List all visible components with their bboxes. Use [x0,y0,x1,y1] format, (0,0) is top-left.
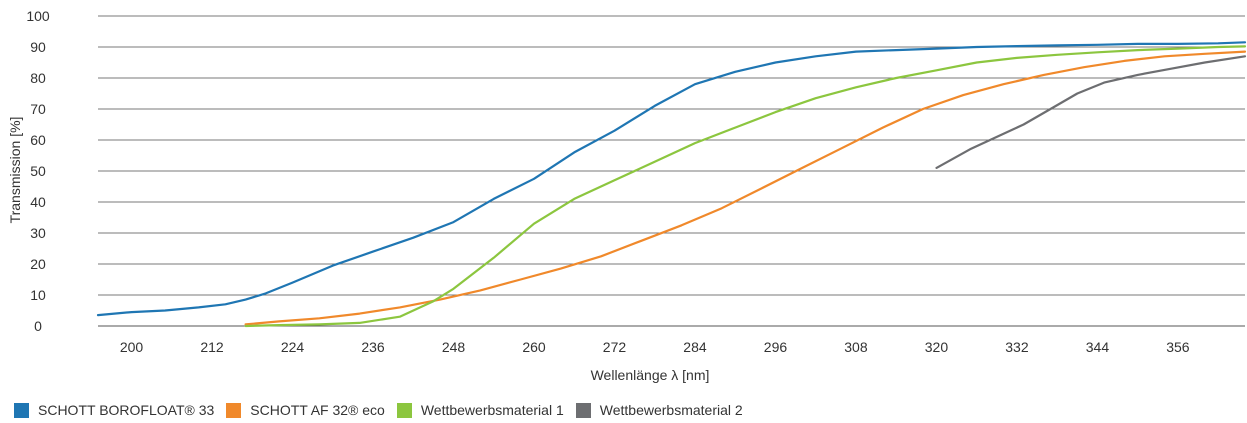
y-tick-label: 70 [30,101,46,117]
legend-swatch [396,402,412,418]
x-tick-label: 212 [200,339,224,355]
series-lines [96,41,1247,328]
x-tick-label: 320 [925,339,949,355]
x-tick-label: 332 [1005,339,1029,355]
legend-item-borofloat: SCHOTT BOROFLOAT® 33 [14,402,214,418]
series-line-2 [244,50,1247,326]
legend-label: Wettbewerbsmaterial 2 [599,402,743,418]
legend-item-af32: SCHOTT AF 32® eco [226,402,385,418]
legend-swatch [14,402,29,418]
series-line-1 [96,41,1247,317]
x-tick-label: 296 [764,339,788,355]
x-tick-label: 224 [281,339,305,355]
y-tick-label: 60 [30,132,46,148]
legend-swatch [226,402,242,418]
x-tick-label: 272 [603,339,627,355]
y-tick-label: 50 [30,163,46,179]
x-tick-label: 248 [442,339,466,355]
legend: SCHOTT BOROFLOAT® 33 SCHOTT AF 32® eco W… [14,402,755,418]
transmission-chart: 0 10 20 30 40 50 60 70 80 90 100 200 212 224 236 248 26… [7,8,1247,383]
legend-label: SCHOTT BOROFLOAT® 33 [38,402,215,418]
series-line-4 [935,55,1247,169]
legend-label: Wettbewerbsmaterial 1 [420,402,564,418]
x-axis-label: Wellenlänge λ [nm] [591,367,710,383]
legend-item-wettbewerb-1: Wettbewerbsmaterial 1 [396,402,564,418]
x-tick-label: 284 [683,339,707,355]
x-tick-label: 344 [1086,339,1110,355]
y-tick-label: 90 [30,39,46,55]
series-line-3 [244,45,1247,328]
legend-swatch [575,402,591,418]
y-axis-ticks: 0 10 20 30 40 50 60 70 80 90 100 [26,8,50,334]
x-tick-label: 236 [361,339,385,355]
x-tick-label: 200 [120,339,144,355]
y-tick-label: 10 [30,287,46,303]
x-axis-ticks: 200 212 224 236 248 260 272 284 296 308 320 332 344 3… [120,339,1190,355]
grid-lines [98,15,1245,327]
x-tick-label: 260 [522,339,546,355]
y-tick-label: 20 [30,256,46,272]
y-tick-label: 30 [30,225,46,241]
x-tick-label: 356 [1166,339,1190,355]
legend-item-wettbewerb-2: Wettbewerbsmaterial 2 [575,402,743,418]
x-tick-label: 308 [844,339,868,355]
y-tick-label: 80 [30,70,46,86]
y-axis-label: Transmission [%] [7,117,23,224]
legend-label: SCHOTT AF 32® eco [250,402,385,418]
y-tick-label: 40 [30,194,46,210]
y-tick-label: 0 [34,318,42,334]
y-tick-label: 100 [26,8,50,24]
